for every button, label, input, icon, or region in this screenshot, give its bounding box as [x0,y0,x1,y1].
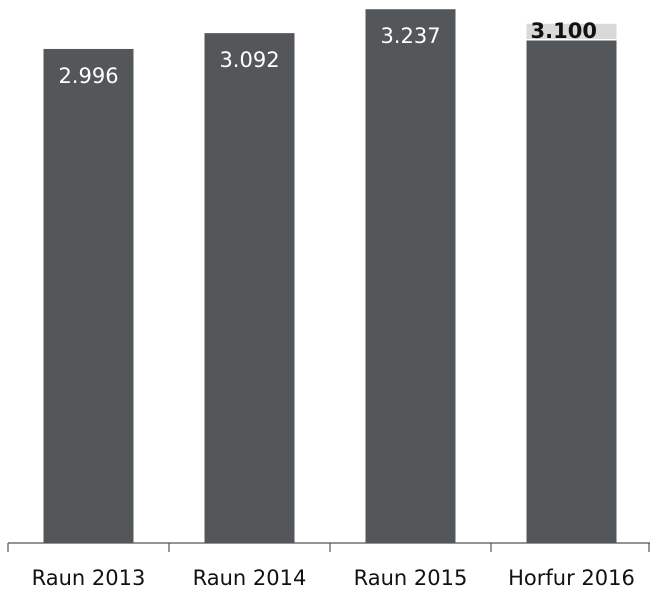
x-tick-label: Raun 2013 [32,566,146,590]
value-label: 3.237 [380,24,440,48]
value-label-background [526,23,617,40]
bar [365,9,456,544]
value-label: 3.092 [219,48,279,72]
x-tick-label: Raun 2014 [193,566,307,590]
bar [43,48,134,544]
x-tick-label: Horfur 2016 [508,566,635,590]
bar [526,31,617,544]
x-tick-label: Raun 2015 [354,566,468,590]
bar [204,33,295,543]
value-label: 2.996 [58,64,118,88]
value-label: 3.100 [531,19,597,43]
